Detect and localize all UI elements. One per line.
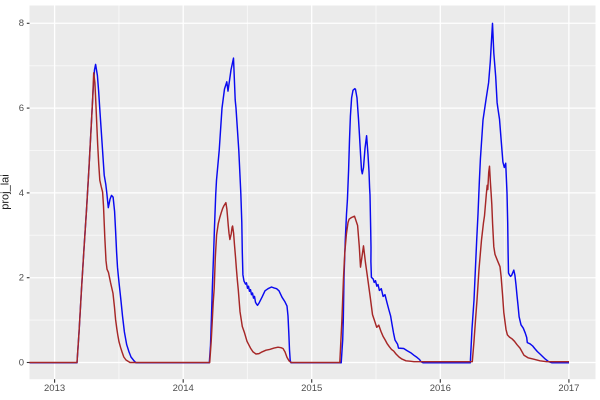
svg-text:2017: 2017 xyxy=(558,383,579,394)
svg-text:2: 2 xyxy=(19,273,24,284)
svg-text:2013: 2013 xyxy=(44,383,65,394)
svg-text:8: 8 xyxy=(19,18,24,29)
svg-text:6: 6 xyxy=(19,103,24,114)
svg-text:2015: 2015 xyxy=(301,383,322,394)
svg-text:4: 4 xyxy=(19,188,24,199)
svg-text:0: 0 xyxy=(19,357,24,368)
svg-text:2016: 2016 xyxy=(430,383,451,394)
svg-text:proj_lai: proj_lai xyxy=(0,174,12,209)
svg-text:2014: 2014 xyxy=(173,383,194,394)
